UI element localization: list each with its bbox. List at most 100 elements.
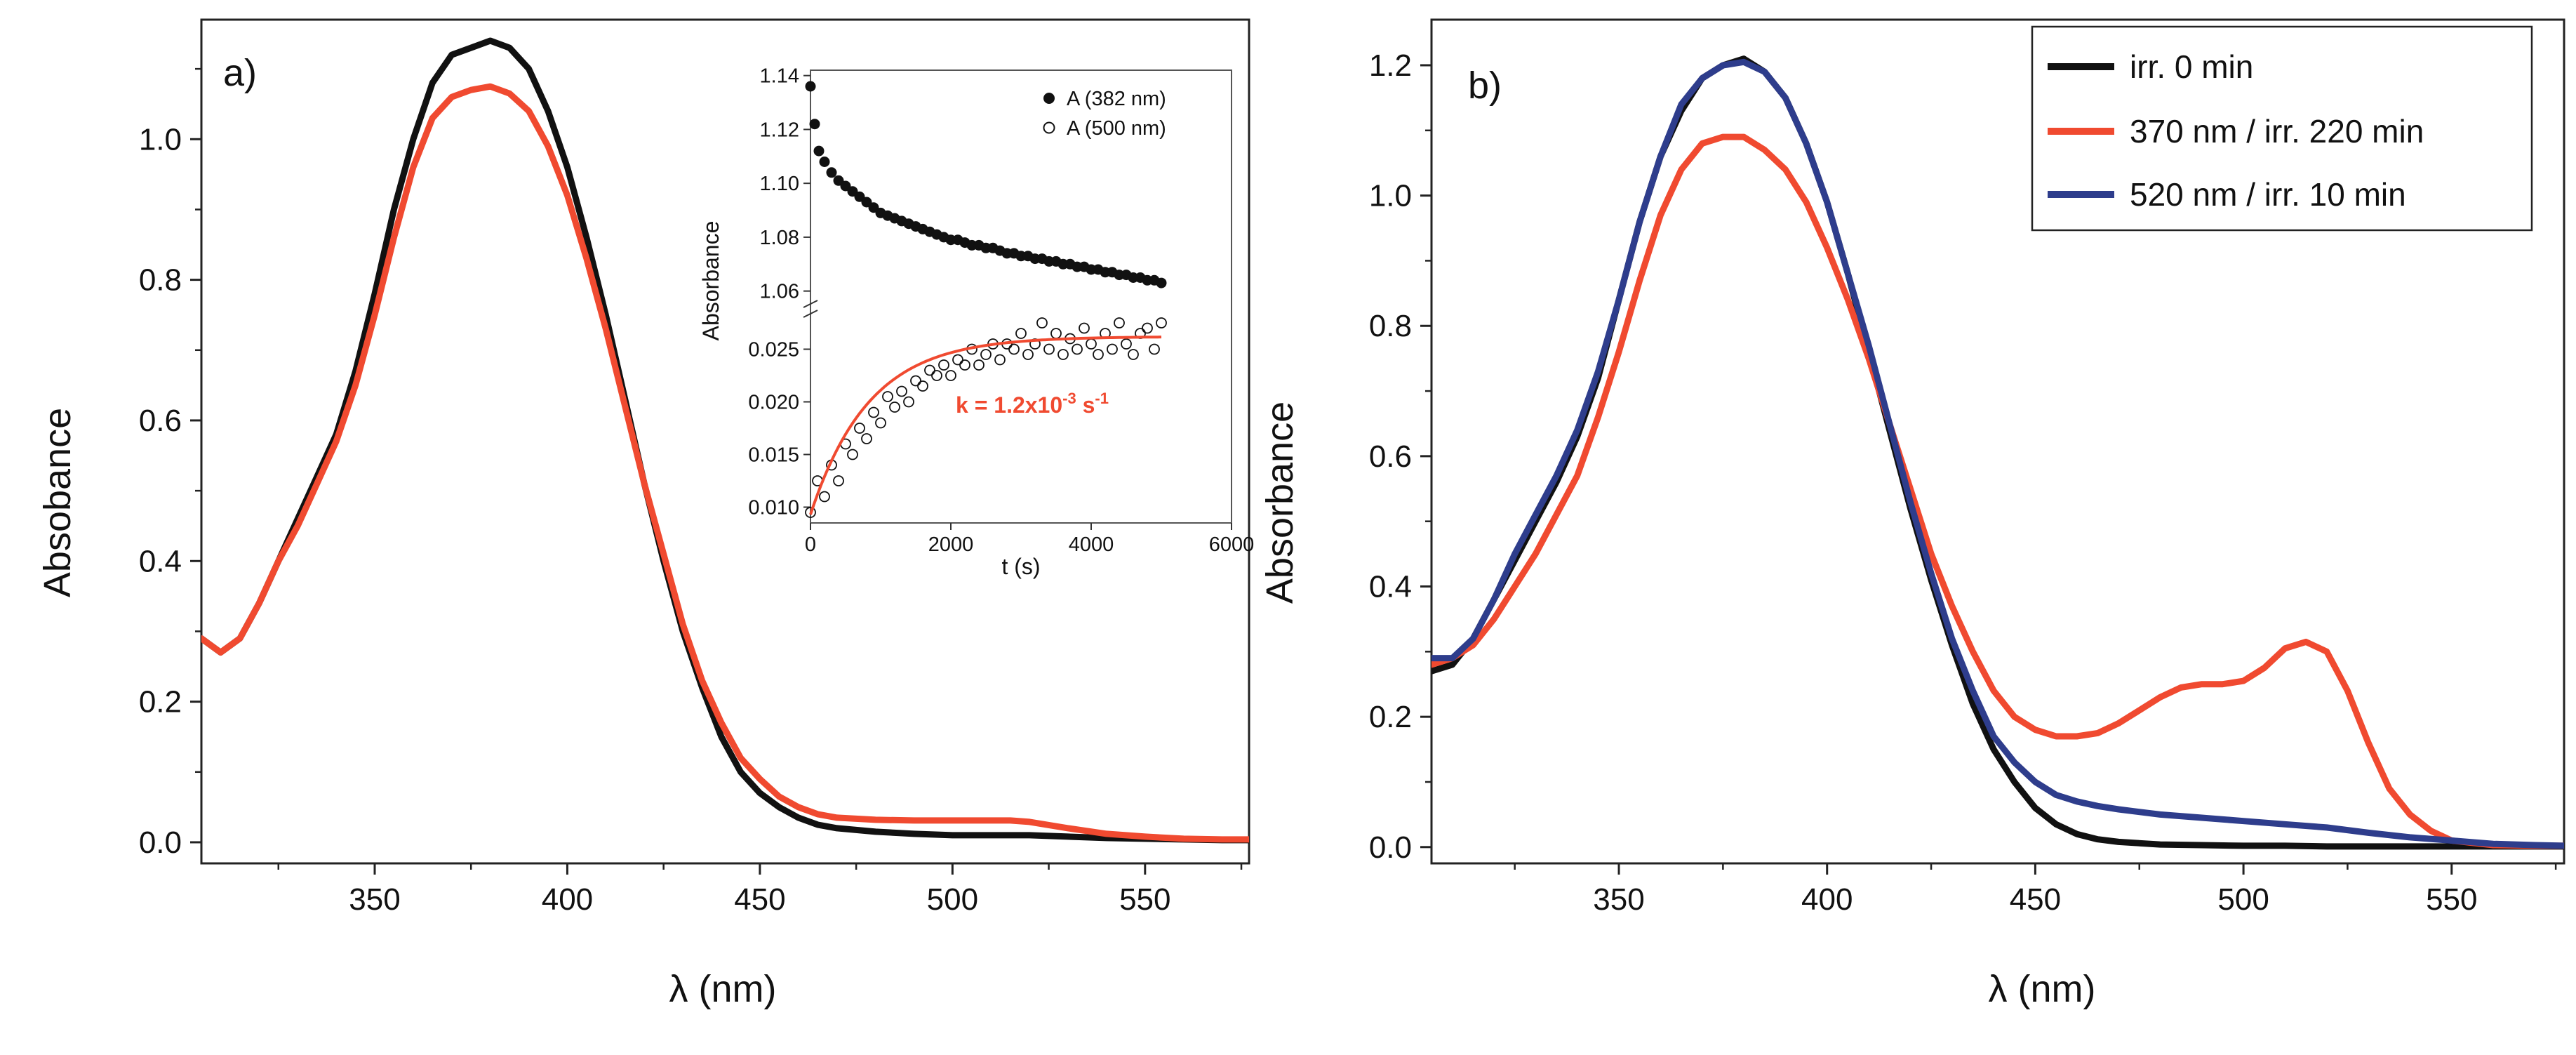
inset-point-500nm [1043,343,1055,355]
panel-b-label: b) [1468,65,1502,107]
x-tick-label: 500 [2217,882,2269,917]
inset-point-382nm [826,167,837,178]
inset-exponential-fit-line [809,336,1162,515]
inset-legend-label-500: A (500 nm) [1067,117,1166,140]
inset-x-axis-title: t (s) [1001,554,1040,579]
inset-point-500nm [889,402,900,413]
inset-point-382nm [813,145,825,157]
panel-b-legend: irr. 0 min 370 nm / irr. 220 min 520 nm … [2031,25,2533,232]
inset-point-500nm [819,491,830,503]
inset-point-500nm [847,449,858,460]
inset-x-tick-label: 2000 [928,533,974,556]
inset-point-500nm [1036,317,1048,329]
inset-point-500nm [1121,338,1132,350]
inset-upper-y-tick-label: 1.08 [760,227,799,249]
panel-a-y-axis-title: Absobance [36,408,79,597]
legend-label-370nm: 370 nm / irr. 220 min [2130,113,2424,150]
x-tick-label: 350 [349,882,400,917]
x-tick-label: 550 [2426,882,2477,917]
inset-point-500nm [1149,343,1160,355]
inset-upper-y-tick-label: 1.06 [760,281,799,303]
inset-point-500nm [924,364,935,376]
inset-point-500nm [861,433,872,444]
panel-a-plot-area: 350 400 450 500 550 0.0 0.2 0.4 0.6 0.8 1.0 [139,18,1250,917]
y-tick-label: 0.0 [1369,830,1412,865]
inset-point-500nm [875,417,886,429]
legend-label-520nm: 520 nm / irr. 10 min [2130,176,2406,213]
inset-point-500nm [938,359,949,371]
inset-point-500nm [1022,349,1034,360]
series-line-370-nm-irr-220-min [1432,133,2564,849]
rate-constant-text: k = 1.2x10 [956,392,1062,418]
inset-lower-y-tick-label: 0.025 [748,339,799,361]
panel-b-x-axis-title: λ (nm) [1989,968,2096,1010]
inset-point-500nm [959,359,970,371]
inset-legend-marker-open [1043,121,1055,134]
panel-a: 350 400 450 500 550 0.0 0.2 0.4 0.6 0.8 1.0 a) λ (… [36,18,1254,1010]
inset-point-500nm [1072,343,1083,355]
rate-constant-annotation: k = 1.2x10-3 s-1 [956,390,1109,418]
inset-point-500nm [1008,343,1020,355]
inset-point-382nm [819,157,830,167]
y-tick-label: 1.0 [1369,179,1412,213]
x-tick-label: 400 [1801,882,1853,917]
rate-constant-unit: s [1076,392,1095,418]
y-tick-label: 0.2 [1369,700,1412,734]
series-line-520-nm-irr-10-min [1432,58,2564,849]
inset-frame [810,69,1232,524]
y-tick-label: 0.0 [139,825,182,860]
inset-x-tick-label: 0 [805,533,816,556]
inset-upper-y-tick-label: 1.10 [760,173,799,195]
rate-constant-exponent-1: -3 [1062,390,1076,407]
panel-a-inset: 0 2000 4000 6000 1.06 1.08 1.10 1.12 1.14 0.010 0.… [698,65,1254,579]
inset-point-500nm [973,359,985,371]
y-tick-label: 0.4 [1369,570,1412,604]
inset-x-tick-label: 6000 [1209,533,1255,556]
inset-point-500nm [1128,349,1139,360]
inset-point-500nm [1114,317,1125,329]
inset-point-500nm [931,370,942,381]
rate-constant-exponent-2: -1 [1095,390,1109,407]
x-tick-label: 450 [2010,882,2061,917]
x-tick-label: 500 [927,882,978,917]
inset-plot-area: 0 2000 4000 6000 1.06 1.08 1.10 1.12 1.14 0.010 0.… [748,65,1254,556]
y-tick-label: 1.2 [1369,48,1412,83]
inset-point-500nm [833,475,844,486]
y-tick-label: 0.6 [1369,439,1412,474]
inset-point-500nm [945,370,956,381]
inset-point-500nm [917,380,928,392]
inset-axis-break-mark [803,300,818,308]
inset-legend: A (382 nm) A (500 nm) [1043,88,1166,140]
y-tick-label: 0.6 [139,404,182,438]
x-tick-label: 450 [734,882,785,917]
inset-point-382nm [809,119,820,130]
y-tick-label: 0.8 [1369,309,1412,343]
inset-upper-y-tick-label: 1.12 [760,119,799,141]
panel-b-plot-area: 350 400 450 500 550 0.0 0.2 0.4 0.6 0.8 1.0 1.2 [1369,18,2565,917]
inset-upper-y-tick-label: 1.14 [760,65,799,88]
inset-point-500nm [980,349,992,360]
inset-legend-label-382: A (382 nm) [1067,88,1166,110]
legend-label-irr-0-min: irr. 0 min [2130,48,2253,85]
inset-point-500nm [1107,343,1118,355]
series-line-red [201,83,1249,843]
y-tick-label: 0.4 [139,544,182,578]
x-tick-label: 350 [1593,882,1644,917]
inset-point-500nm [854,423,865,434]
inset-legend-marker-filled [1043,93,1055,104]
inset-point-500nm [1142,322,1153,334]
inset-point-382nm [805,81,816,92]
inset-point-500nm [1079,322,1090,334]
inset-lower-y-tick-label: 0.020 [748,392,799,414]
panel-a-x-axis-title: λ (nm) [669,968,777,1010]
inset-point-500nm [1015,328,1027,339]
inset-point-500nm [868,406,879,418]
inset-y-axis-title: Absorbance [698,221,723,341]
inset-point-500nm [1057,349,1069,360]
inset-lower-y-tick-label: 0.015 [748,444,799,467]
inset-point-500nm [805,507,816,518]
inset-point-500nm [952,354,963,366]
y-tick-label: 0.2 [139,685,182,719]
